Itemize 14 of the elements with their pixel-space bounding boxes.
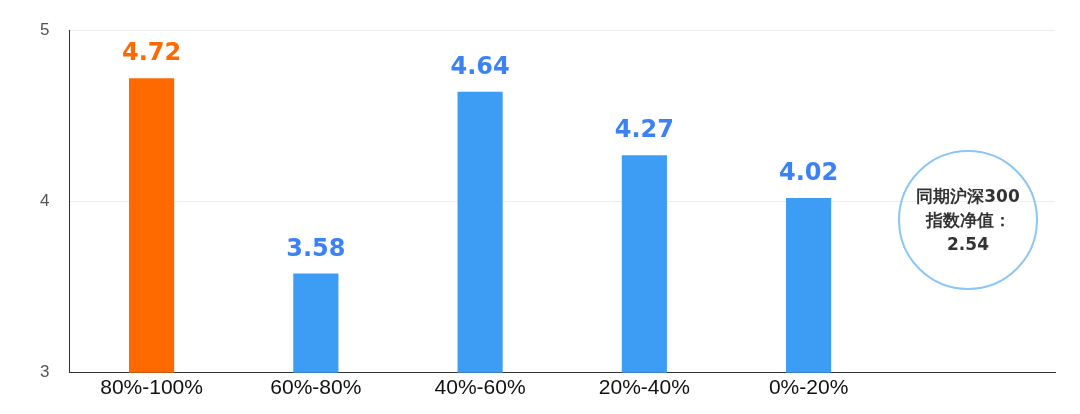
y-tick-label: 5 xyxy=(39,19,50,39)
data-label: 4.27 xyxy=(614,115,674,144)
data-label: 3.58 xyxy=(286,233,346,262)
x-tick-label: 80%-100% xyxy=(100,375,203,399)
data-label: 4.72 xyxy=(121,38,182,67)
y-tick-label: 3 xyxy=(39,362,50,382)
balloon-outline: 同期沪深300指数净值：2.54 xyxy=(898,150,1038,290)
x-tick-label: 60%-80% xyxy=(270,375,362,399)
x-tick-label: 40%-60% xyxy=(434,375,526,399)
data-label: 4.02 xyxy=(779,158,839,187)
x-tick-label: 0%-20% xyxy=(768,375,849,399)
data-label: 4.64 xyxy=(450,52,510,81)
x-tick-label: 20%-40% xyxy=(598,375,690,399)
y-tick-label: 4 xyxy=(39,191,50,211)
